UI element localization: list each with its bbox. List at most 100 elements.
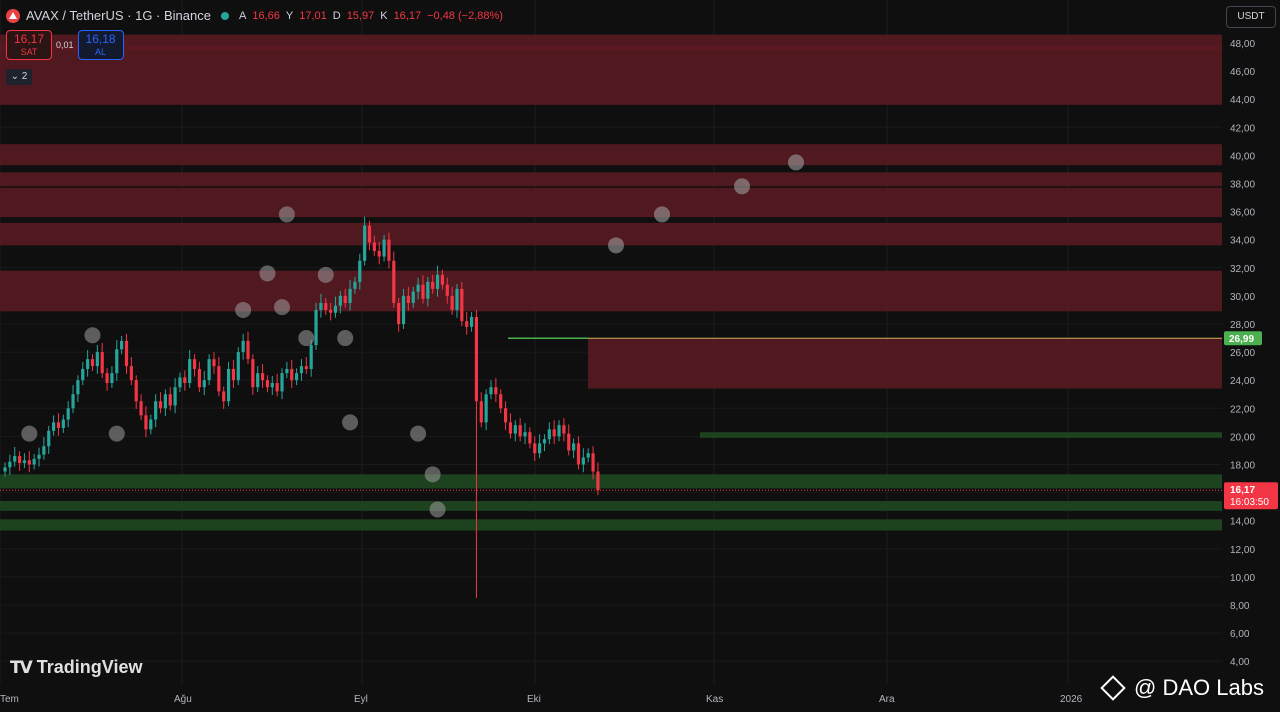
- y-tick-label: 10,00: [1230, 573, 1255, 584]
- low-value: 15,97: [346, 9, 375, 22]
- candle-body: [212, 359, 216, 367]
- y-tick-label: 32,00: [1230, 264, 1255, 275]
- support-zone: [0, 474, 1222, 489]
- candle-body: [256, 373, 260, 388]
- candle-body: [474, 316, 479, 402]
- currency-selector[interactable]: USDT: [1226, 6, 1276, 28]
- projection-marker: [734, 178, 750, 195]
- candle-body: [421, 284, 425, 299]
- candle-body: [66, 408, 70, 420]
- x-tick-label: Kas: [706, 694, 723, 705]
- candle-body: [207, 359, 211, 381]
- high-value: 17,01: [299, 9, 327, 22]
- candle-body: [95, 352, 99, 367]
- candle-body: [392, 260, 396, 303]
- change-value: −0,48 (−2,88%): [427, 9, 503, 22]
- price-badge: [1224, 482, 1278, 510]
- sell-button[interactable]: 16,17 SAT: [6, 30, 52, 60]
- candle-body: [52, 422, 56, 431]
- candle-body: [450, 295, 454, 310]
- close-label: K: [380, 9, 388, 22]
- swing-marker: [274, 299, 291, 316]
- swing-marker: [298, 330, 315, 347]
- high-label: Y: [285, 9, 294, 22]
- candle-body: [86, 359, 90, 369]
- y-tick-label: 14,00: [1230, 517, 1255, 528]
- candle-body: [562, 425, 566, 434]
- open-value: 16,66: [252, 9, 280, 22]
- support-zone: [0, 519, 1222, 531]
- candle-body: [494, 387, 498, 395]
- candle-body: [576, 443, 581, 465]
- candle-body: [401, 295, 406, 324]
- candle-body: [508, 422, 513, 434]
- indicators-collapse-button[interactable]: ⌄ 2: [6, 69, 32, 85]
- candle-body: [581, 457, 585, 465]
- candle-body: [231, 368, 236, 381]
- watermark-text: @ DAO Labs: [1134, 675, 1264, 700]
- resistance-zone: [0, 270, 1222, 312]
- candle-body: [27, 460, 31, 465]
- candle-body: [435, 274, 440, 289]
- resistance-zone: [0, 222, 1222, 246]
- candle-body: [455, 288, 459, 310]
- candle-body: [163, 394, 167, 409]
- candle-body: [197, 368, 201, 388]
- swing-marker: [21, 425, 38, 442]
- candle-body: [314, 309, 318, 346]
- candle-body: [358, 260, 362, 282]
- candle-body: [538, 443, 542, 454]
- candle-body: [557, 425, 561, 437]
- candle-body: [406, 295, 410, 303]
- candle-body: [37, 454, 41, 459]
- close-value: 16,17: [393, 9, 422, 22]
- x-tick-label: Ara: [879, 694, 895, 705]
- candle-body: [479, 401, 483, 423]
- candle-body: [188, 359, 192, 384]
- candle-body: [241, 340, 245, 353]
- candle-body: [469, 316, 474, 327]
- candle-body: [154, 401, 158, 420]
- candle-body: [226, 368, 231, 402]
- candle-body: [173, 387, 177, 406]
- candle-body: [115, 349, 119, 374]
- candle-body: [120, 340, 124, 350]
- candle-body: [8, 461, 12, 468]
- y-tick-label: 4,00: [1230, 657, 1250, 668]
- buy-button[interactable]: 16,18 AL: [77, 30, 124, 60]
- resistance-zone: [0, 187, 1222, 218]
- candle-body: [333, 305, 338, 313]
- candle-body: [295, 373, 299, 381]
- support-zone: [0, 501, 1222, 511]
- candle-body: [572, 443, 576, 451]
- swing-marker: [429, 501, 446, 518]
- projection-marker: [654, 206, 670, 223]
- swing-marker: [278, 206, 295, 223]
- sell-label: SAT: [20, 47, 38, 57]
- candle-body: [265, 380, 270, 388]
- candle-body: [304, 366, 308, 369]
- candle-body: [353, 281, 357, 289]
- candle-body: [411, 291, 415, 303]
- y-tick-label: 28,00: [1230, 320, 1255, 331]
- y-tick-label: 46,00: [1230, 67, 1255, 78]
- y-tick-label: 44,00: [1230, 95, 1255, 106]
- watermark: @ DAO Labs: [1100, 675, 1264, 701]
- candle-body: [591, 453, 595, 472]
- candle-body: [110, 373, 114, 384]
- candle-body: [22, 460, 27, 464]
- candle-body: [217, 366, 221, 392]
- candle-body: [299, 366, 304, 374]
- sell-price: 16,17: [13, 32, 45, 46]
- candle-body: [348, 288, 352, 303]
- candle-body: [518, 425, 522, 437]
- symbol-title[interactable]: AVAX / TetherUS · 1G · Binance: [26, 8, 211, 23]
- spread-value: 0,01: [56, 40, 74, 50]
- candle-body: [168, 394, 172, 406]
- candle-body: [90, 359, 95, 367]
- candle-body: [178, 377, 182, 388]
- y-tick-label: 48,00: [1230, 39, 1255, 50]
- candle-body: [367, 225, 372, 243]
